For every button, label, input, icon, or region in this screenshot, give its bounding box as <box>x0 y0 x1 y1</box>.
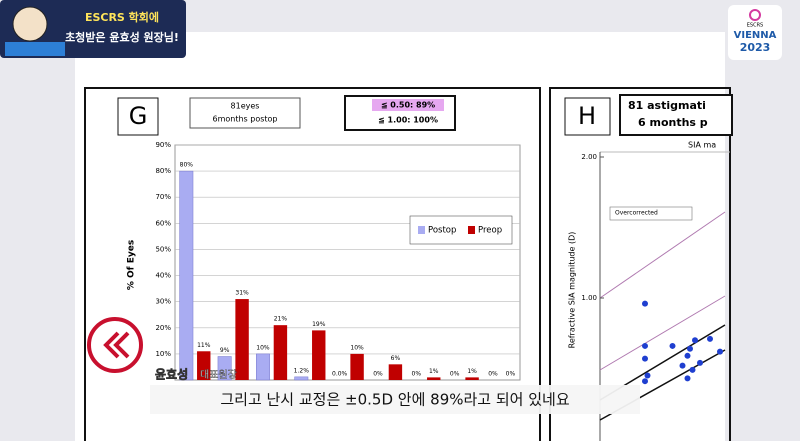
badge-logo <box>749 9 761 21</box>
y-tick-label: 50% <box>155 245 171 253</box>
value-label: 80% <box>180 162 194 169</box>
panel-letter: H <box>578 102 596 130</box>
y-tick-label: 80% <box>155 167 171 175</box>
criteria-line: ≦ 1.00: 100% <box>378 116 438 125</box>
y-tick-label: 70% <box>155 193 171 201</box>
info-line: 81eyes <box>231 102 260 111</box>
panel-h-frame <box>549 87 731 441</box>
bar <box>256 353 270 381</box>
point <box>684 375 691 382</box>
y-tick-label: 10% <box>155 350 171 358</box>
speaker-role: 대표원장 <box>200 369 237 381</box>
legend-label: Preop <box>478 226 502 236</box>
value-label: 1% <box>429 368 439 375</box>
value-label: 10% <box>350 344 364 351</box>
point <box>689 366 696 373</box>
value-label: 31% <box>235 290 249 297</box>
info-box <box>189 97 301 129</box>
point <box>669 342 676 349</box>
y-tick-label: 1.00 <box>581 294 597 302</box>
value-label: 19% <box>312 321 326 328</box>
value-label: 1.2% <box>294 367 310 374</box>
value-label: 0% <box>506 371 516 378</box>
point <box>692 337 698 344</box>
subtitle: 그리고 난시 교정은 ±0.5D 안에 89%라고 되어 있네요 <box>220 391 569 409</box>
header-line: 초청받은 윤효성 원장님! <box>65 30 179 44</box>
annotation: Overcorrected <box>615 210 658 217</box>
legend-swatch <box>418 226 425 234</box>
bar <box>273 325 288 380</box>
bar <box>179 170 194 381</box>
value-label: 0.0% <box>332 371 348 378</box>
info-line: 6months postop <box>212 115 277 124</box>
point <box>687 345 693 352</box>
speaker-name: 윤효성 <box>155 367 188 382</box>
point <box>707 335 713 342</box>
value-label: 11% <box>197 342 211 349</box>
legend-label: Postop <box>428 226 456 236</box>
criteria-line: ≦ 0.50: 89% <box>381 101 435 110</box>
h-title-box <box>619 94 733 136</box>
back-icon <box>103 331 130 359</box>
value-label: 21% <box>274 316 288 323</box>
subtitle-bar <box>150 385 640 414</box>
y-axis-title: % Of Eyes <box>127 240 137 290</box>
y-tick-label: 60% <box>155 219 171 227</box>
point <box>644 372 651 379</box>
badge-box <box>728 5 782 60</box>
value-label: 6% <box>391 355 401 362</box>
legend-box <box>409 215 513 245</box>
h-title: 81 astigmati <box>628 99 706 112</box>
y-tick-label: 90% <box>155 141 171 149</box>
bar <box>465 377 479 380</box>
y-tick-label: 20% <box>155 324 171 332</box>
bar <box>217 356 232 381</box>
value-label: 0% <box>450 371 460 378</box>
bar <box>197 351 211 380</box>
y-tick-label: 40% <box>155 272 171 280</box>
panel-letter: G <box>129 102 148 130</box>
value-label: 1% <box>467 368 477 375</box>
value-label: 0% <box>373 371 383 378</box>
point <box>642 300 648 307</box>
value-label: 9% <box>220 347 230 354</box>
panel-letter-box <box>564 97 611 136</box>
point <box>642 355 648 362</box>
highlight <box>372 99 444 111</box>
bar <box>388 364 403 380</box>
panel-letter-box <box>117 97 159 136</box>
point <box>642 378 648 385</box>
mascot <box>12 6 48 42</box>
point <box>697 359 703 366</box>
point <box>679 362 686 369</box>
value-label: 10% <box>256 344 270 351</box>
badge-year: 2023 <box>740 41 771 54</box>
y-tick-label: 30% <box>155 298 171 306</box>
badge-city: VIENNA <box>734 30 777 41</box>
value-label: 0% <box>412 371 422 378</box>
bar <box>350 353 364 380</box>
h-subtitle: SIA ma <box>688 141 716 150</box>
point <box>642 342 648 349</box>
bar <box>294 376 309 381</box>
bar <box>235 299 249 380</box>
legend-swatch <box>468 226 475 234</box>
badge-org: ESCRS <box>747 23 763 29</box>
header-line: ESCRS 학회에 <box>85 10 159 24</box>
panel-g-frame <box>84 87 541 441</box>
y-tick-label: 2.00 <box>581 153 597 161</box>
point <box>684 352 691 359</box>
bar <box>312 330 326 380</box>
channel-logo <box>5 42 65 56</box>
h-y-axis-title: Refractive SIA magnitude (D) <box>568 232 577 349</box>
value-label: 0% <box>488 371 498 378</box>
bar <box>427 377 441 380</box>
annotation-box <box>609 206 693 221</box>
h-title: 6 months p <box>638 116 708 129</box>
reference-line <box>599 295 726 371</box>
reference-line <box>599 211 726 299</box>
point <box>717 348 723 355</box>
